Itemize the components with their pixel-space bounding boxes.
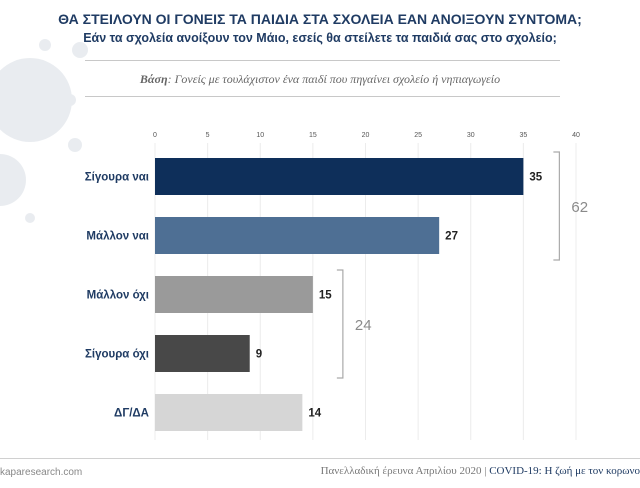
group-total-label: 24 [355, 317, 372, 334]
footer-survey-text: Πανελλαδική έρευνα Απριλίου 2020 | [320, 465, 490, 477]
x-tick-label: 0 [153, 132, 157, 139]
footer-highlight: COVID-19: Η ζωή με τον κορωνο [489, 465, 640, 477]
group-bracket [336, 269, 344, 379]
category-label: Σίγουρα ναι [85, 172, 149, 184]
base-note: Βάση: Γονείς με τουλάχιστον ένα παιδί πο… [0, 72, 640, 87]
group-bracket [553, 151, 560, 261]
base-text: : Γονείς με τουλάχιστον ένα παιδί που πη… [167, 72, 501, 86]
base-label: Βάση [139, 72, 168, 86]
bar [155, 335, 250, 372]
bar [155, 276, 313, 313]
chart-title: ΘΑ ΣΤΕΙΛΟΥΝ ΟΙ ΓΟΝΕΙΣ ΤΑ ΠΑΙΔΙΑ ΣΤΑ ΣΧΟΛ… [58, 11, 582, 27]
data-label: 35 [529, 172, 542, 184]
data-label: 15 [319, 290, 332, 302]
category-label: ΔΓ/ΔΑ [114, 408, 149, 420]
data-label: 14 [308, 408, 321, 420]
footer-source[interactable]: kaparesearch.com [0, 467, 83, 478]
x-tick-label: 35 [519, 132, 527, 139]
x-tick-label: 25 [414, 132, 422, 139]
category-label: Μάλλον ναι [86, 231, 149, 243]
virus-illustration [0, 39, 88, 223]
group-total-label: 62 [571, 199, 588, 216]
x-tick-label: 10 [256, 132, 264, 139]
divider-bottom [85, 96, 560, 97]
bar [155, 394, 303, 431]
chart-subtitle: Εάν τα σχολεία ανοίξουν τον Μάιο, εσείς … [83, 31, 557, 45]
bar [155, 158, 524, 195]
data-label: 9 [256, 349, 262, 361]
x-tick-label: 20 [362, 132, 370, 139]
bar [155, 217, 440, 254]
category-label: Μάλλον όχι [87, 290, 149, 302]
x-tick-label: 15 [309, 132, 317, 139]
data-label: 27 [445, 231, 458, 243]
category-label: Σίγουρα όχι [85, 349, 149, 361]
footer-divider [0, 458, 640, 459]
x-tick-label: 5 [206, 132, 210, 139]
footer-survey: Πανελλαδική έρευνα Απριλίου 2020 | COVID… [321, 465, 640, 477]
x-tick-label: 30 [467, 132, 475, 139]
divider-top [85, 60, 560, 61]
x-tick-label: 40 [572, 132, 580, 139]
